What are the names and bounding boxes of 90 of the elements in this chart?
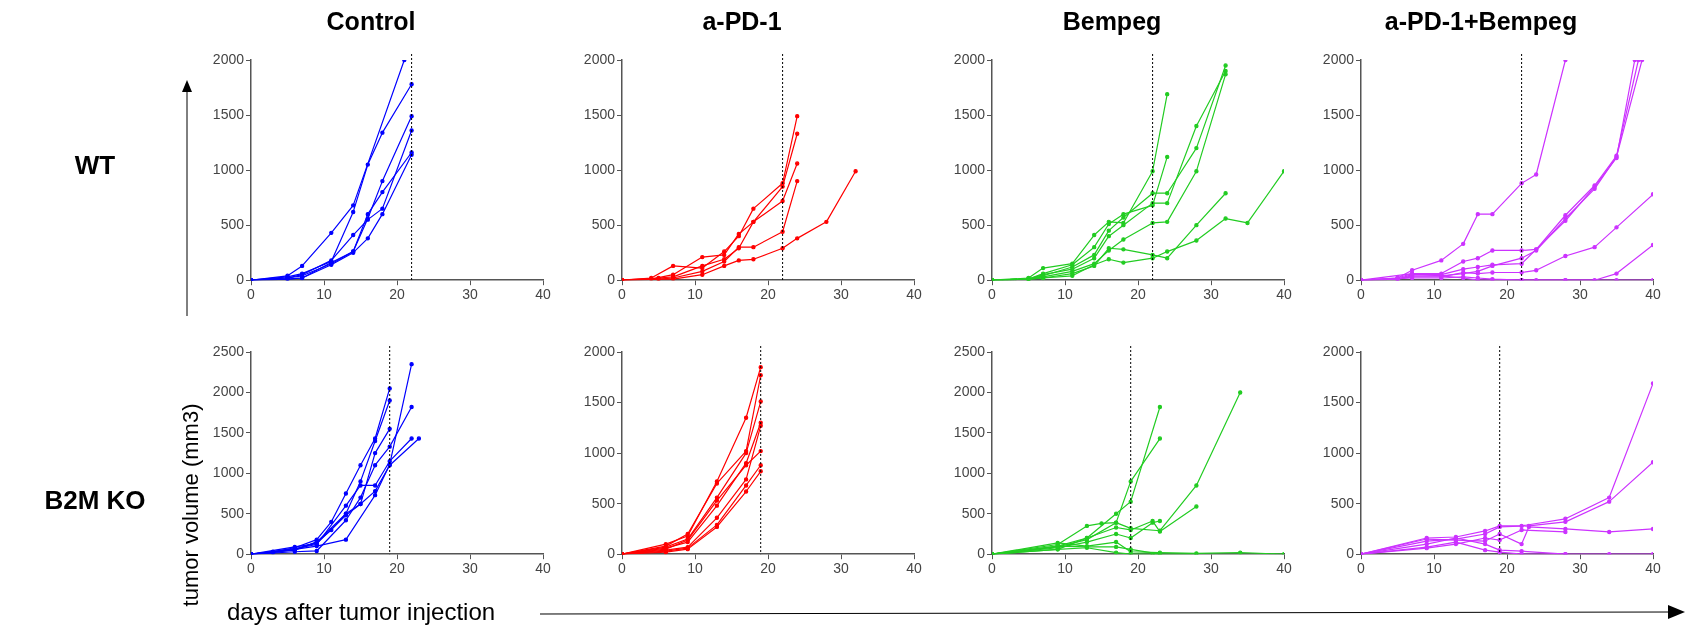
x-tick-label: 10	[316, 286, 332, 303]
y-tick-label: 1500	[1322, 105, 1355, 122]
y-tick-label: 2000	[212, 50, 245, 67]
x-tick-label: 20	[1130, 286, 1146, 303]
y-tick-label: 0	[977, 545, 986, 562]
x-tick-label: 40	[1276, 286, 1292, 303]
x-tick-label: 20	[389, 286, 405, 303]
text: WT	[74, 149, 116, 181]
x-tick-label: 40	[906, 286, 922, 303]
x-tick-label: 20	[1499, 286, 1515, 303]
y-tick-label: 500	[220, 504, 245, 521]
x-tick-label: 0	[247, 560, 256, 577]
x-tick-label: 20	[389, 560, 405, 577]
x-tick-label: 30	[462, 560, 478, 577]
x-tick-label: 40	[1645, 286, 1661, 303]
y-tick-label: 1500	[953, 105, 986, 122]
y-tick-label: 2000	[1322, 50, 1355, 67]
y-tick-label: 0	[236, 545, 245, 562]
y-tick-label: 500	[220, 216, 245, 233]
x-tick-label: 20	[1130, 560, 1146, 577]
y-tick-label: 500	[961, 216, 986, 233]
x-tick-label: 10	[1057, 560, 1073, 577]
y-tick-label: 500	[1330, 216, 1355, 233]
y-tick-label: 0	[1346, 545, 1355, 562]
y-tick-label: 1500	[212, 423, 245, 440]
x-tick-label: 10	[687, 286, 703, 303]
x-tick-label: 30	[833, 286, 849, 303]
x-tick-label: 10	[1426, 286, 1442, 303]
x-tick-label: 10	[1057, 286, 1073, 303]
y-tick-label: 1500	[212, 105, 245, 122]
x-tick-label: 20	[760, 560, 776, 577]
y-tick-label: 1000	[953, 464, 986, 481]
y-tick-label: 2500	[212, 342, 245, 359]
x-tick-label: 10	[316, 560, 332, 577]
y-tick-label: 0	[607, 545, 616, 562]
y-tick-label: 2000	[953, 383, 986, 400]
text: B2M KO	[44, 484, 146, 516]
x-tick-label: 30	[833, 560, 849, 577]
x-tick-label: 30	[462, 286, 478, 303]
y-tick-label: 1000	[583, 443, 616, 460]
x-tick-label: 10	[1426, 560, 1442, 577]
x-tick-label: 40	[1645, 560, 1661, 577]
y-tick-label: 0	[236, 271, 245, 288]
x-tick-label: 20	[760, 286, 776, 303]
y-tick-label: 0	[1346, 271, 1355, 288]
x-tick-label: 0	[618, 286, 627, 303]
y-tick-label: 1500	[953, 423, 986, 440]
x-tick-label: 30	[1572, 286, 1588, 303]
y-tick-label: 1500	[1322, 393, 1355, 410]
y-tick-label: 1500	[583, 105, 616, 122]
y-tick-label: 1000	[953, 160, 986, 177]
y-tick-label: 2000	[583, 50, 616, 67]
x-tick-label: 0	[618, 560, 627, 577]
y-tick-label: 500	[591, 216, 616, 233]
y-tick-label: 1000	[583, 160, 616, 177]
x-tick-label: 0	[988, 286, 997, 303]
chart-title: Bempeg	[1062, 6, 1162, 35]
y-tick-label: 1000	[1322, 443, 1355, 460]
x-tick-label: 10	[687, 560, 703, 577]
y-tick-label: 500	[961, 504, 986, 521]
x-tick-label: 40	[1276, 560, 1292, 577]
y-tick-label: 0	[607, 271, 616, 288]
x-tick-label: 40	[906, 560, 922, 577]
x-tick-label: 20	[1499, 560, 1515, 577]
y-tick-label: 500	[1330, 494, 1355, 511]
y-tick-label: 1500	[583, 393, 616, 410]
chart-title: Control	[326, 6, 416, 35]
x-tick-label: 0	[1357, 560, 1366, 577]
y-tick-label: 1000	[1322, 160, 1355, 177]
chart-title: a-PD-1	[702, 6, 782, 35]
y-tick-label: 500	[591, 494, 616, 511]
y-tick-label: 2000	[583, 342, 616, 359]
x-tick-label: 40	[535, 560, 551, 577]
x-axis-title: days after tumor injection	[227, 598, 496, 626]
x-tick-label: 0	[988, 560, 997, 577]
y-tick-label: 1000	[212, 464, 245, 481]
y-tick-label: 2000	[953, 50, 986, 67]
y-tick-label: 2000	[1322, 342, 1355, 359]
x-tick-label: 30	[1203, 560, 1219, 577]
x-tick-label: 0	[247, 286, 256, 303]
x-tick-label: 30	[1203, 286, 1219, 303]
y-axis-title: tumor volume (mm3)	[178, 403, 204, 607]
y-tick-label: 2500	[953, 342, 986, 359]
x-tick-label: 30	[1572, 560, 1588, 577]
chart-title: a-PD-1+Bempeg	[1384, 6, 1578, 35]
x-tick-label: 0	[1357, 286, 1366, 303]
y-tick-label: 1000	[212, 160, 245, 177]
y-tick-label: 2000	[212, 383, 245, 400]
y-tick-label: 0	[977, 271, 986, 288]
x-tick-label: 40	[535, 286, 551, 303]
